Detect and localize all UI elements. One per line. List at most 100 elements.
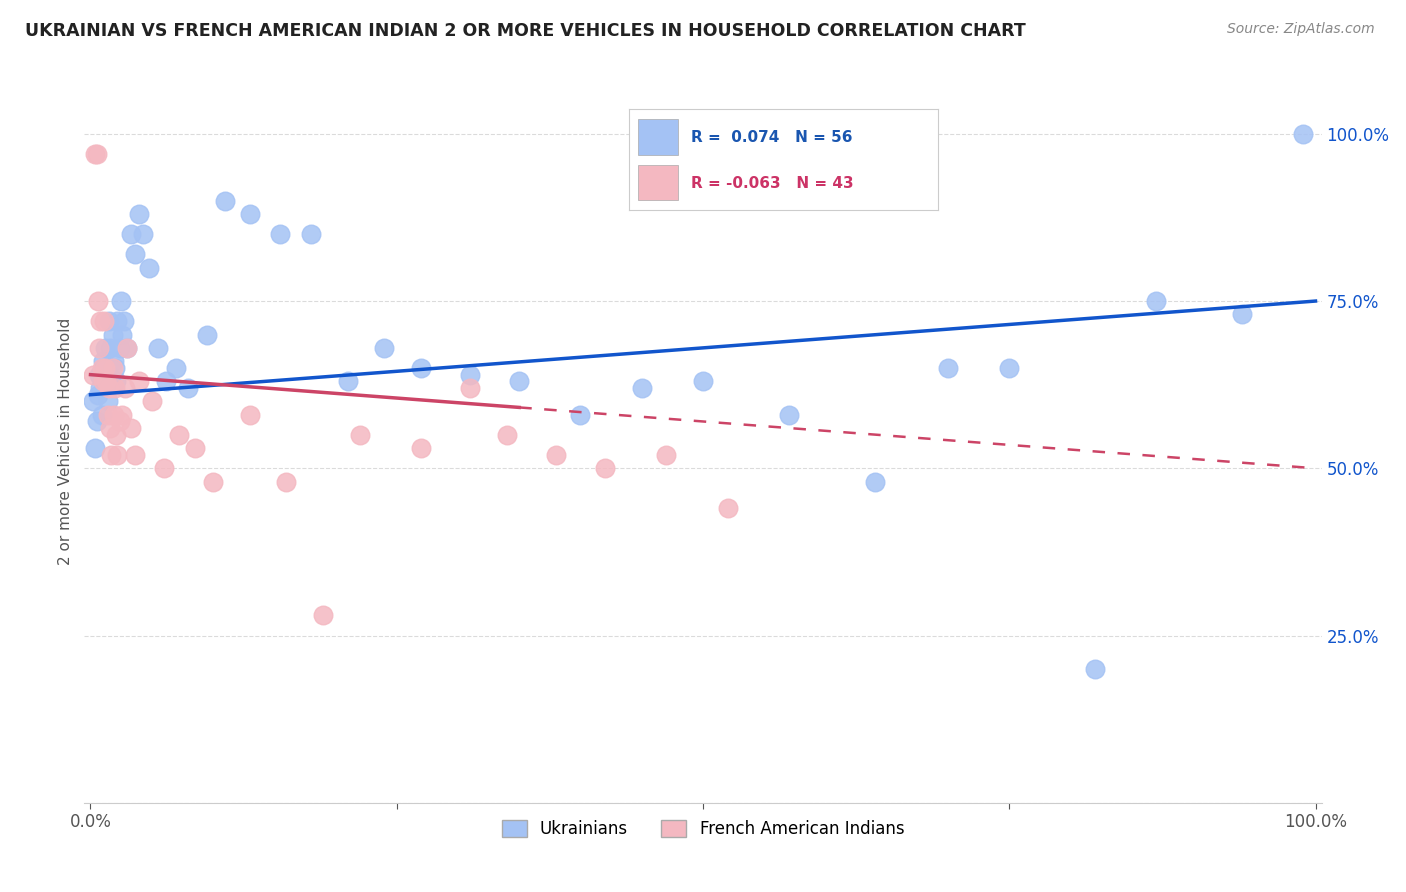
Point <box>165 361 187 376</box>
Point <box>87 387 110 401</box>
Point <box>86 147 108 161</box>
Point <box>167 427 190 442</box>
Point <box>112 314 135 328</box>
Point <box>101 361 124 376</box>
Point <box>103 354 125 368</box>
Point <box>108 414 131 429</box>
Point <box>128 207 150 221</box>
Point <box>1292 127 1315 141</box>
Point <box>630 381 652 395</box>
Point <box>411 442 433 455</box>
Point <box>299 227 322 242</box>
Point <box>100 375 122 389</box>
Point <box>89 381 111 395</box>
Point <box>124 448 146 462</box>
Point <box>132 227 155 242</box>
Point <box>94 341 117 355</box>
Point <box>103 408 125 422</box>
Point <box>107 314 129 328</box>
Point <box>312 608 335 623</box>
Point <box>98 341 121 355</box>
Point <box>101 327 124 342</box>
Point <box>124 247 146 261</box>
Point <box>97 368 120 382</box>
Text: UKRAINIAN VS FRENCH AMERICAN INDIAN 2 OR MORE VEHICLES IN HOUSEHOLD CORRELATION : UKRAINIAN VS FRENCH AMERICAN INDIAN 2 OR… <box>25 22 1026 40</box>
Point <box>1230 307 1253 322</box>
Point <box>93 314 115 328</box>
Point <box>655 448 678 462</box>
Point <box>90 361 112 376</box>
Point <box>97 314 120 328</box>
Point <box>111 327 134 342</box>
Point <box>569 408 592 422</box>
Point <box>100 448 122 462</box>
Point <box>97 394 120 409</box>
Point <box>863 475 886 489</box>
Point <box>716 501 738 516</box>
Point <box>111 408 134 422</box>
Point <box>1144 294 1167 309</box>
Point <box>496 427 519 442</box>
Point <box>93 375 115 389</box>
Point <box>87 294 110 309</box>
Point <box>108 341 131 355</box>
Point <box>97 408 120 422</box>
Point <box>104 381 127 395</box>
Point <box>105 375 128 389</box>
Point <box>349 427 371 442</box>
Point <box>998 361 1021 376</box>
Point <box>91 375 114 389</box>
Y-axis label: 2 or more Vehicles in Household: 2 or more Vehicles in Household <box>58 318 73 566</box>
Point <box>141 394 163 409</box>
Point <box>411 361 433 376</box>
Point <box>115 341 138 355</box>
Point <box>96 361 118 376</box>
Point <box>239 207 262 221</box>
Point <box>98 421 121 435</box>
Point <box>87 368 110 382</box>
Point <box>373 341 395 355</box>
Point <box>155 375 177 389</box>
Point <box>96 375 118 389</box>
Point <box>692 375 714 389</box>
Point <box>86 414 108 429</box>
Point <box>508 375 530 389</box>
Point <box>82 368 104 382</box>
Point <box>128 375 150 389</box>
Point <box>544 448 567 462</box>
Point <box>239 408 262 422</box>
Point <box>146 341 169 355</box>
Point <box>97 381 120 395</box>
Point <box>105 427 128 442</box>
Point <box>104 361 127 376</box>
Point <box>1084 662 1107 676</box>
Point <box>84 147 107 161</box>
Point <box>214 194 236 208</box>
Point <box>458 381 481 395</box>
Point <box>107 448 129 462</box>
Point <box>90 408 112 422</box>
Point <box>91 354 114 368</box>
Point <box>94 361 117 376</box>
Point <box>110 294 132 309</box>
Point <box>593 461 616 475</box>
Point <box>138 260 160 275</box>
Point <box>195 327 218 342</box>
Point <box>177 381 200 395</box>
Point <box>120 421 142 435</box>
Point <box>89 314 111 328</box>
Point <box>201 475 224 489</box>
Point <box>936 361 959 376</box>
Point <box>336 375 359 389</box>
Point <box>87 341 110 355</box>
Point <box>84 442 107 455</box>
Point <box>276 475 298 489</box>
Point <box>778 408 800 422</box>
Point <box>82 394 104 409</box>
Point <box>269 227 291 242</box>
Point <box>120 227 142 242</box>
Text: Source: ZipAtlas.com: Source: ZipAtlas.com <box>1227 22 1375 37</box>
Point <box>115 341 138 355</box>
Point <box>458 368 481 382</box>
Point <box>114 381 136 395</box>
